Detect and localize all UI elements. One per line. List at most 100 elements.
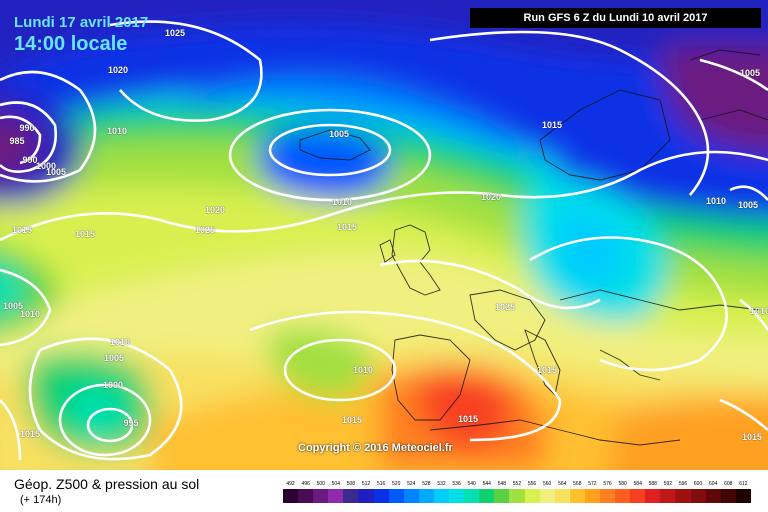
isobar-label: 1010 (352, 365, 374, 375)
scale-cell (298, 489, 314, 503)
scale-cell (569, 489, 585, 503)
isobar-label: 1020 (204, 205, 226, 215)
scale-label: 496 (301, 481, 310, 487)
isobar-label: 1015 (741, 432, 763, 442)
isobar-label: 1015 (11, 225, 33, 235)
scale-label: 572 (588, 481, 597, 487)
scale-cell (660, 489, 676, 503)
isobar-label: 1010 (109, 337, 131, 347)
scale-cell (433, 489, 450, 503)
copyright: Copyright © 2016 Meteociel.fr (298, 442, 453, 454)
scale-cell (464, 489, 480, 503)
run-info: Run GFS 6 Z du Lundi 10 avril 2017 (470, 8, 761, 28)
scale-cell (645, 489, 661, 503)
scale-label: 512 (361, 481, 371, 487)
scale-label: 504 (331, 481, 340, 487)
scale-cell (449, 489, 465, 503)
scale-cell (283, 489, 299, 503)
isobar-label: 1005 (739, 68, 761, 78)
scale-cell (403, 489, 419, 503)
scale-label: 584 (633, 481, 642, 487)
scale-label: 528 (422, 481, 431, 487)
isobar-label: 995 (123, 418, 139, 428)
isobar-label: 1010 (749, 306, 768, 316)
scale-cell (630, 489, 646, 503)
isobar-label: 1005 (2, 301, 24, 311)
isobar-label: 1000 (35, 161, 57, 171)
forecast-date: Lundi 17 avril 2017 (14, 14, 149, 31)
footer-panel: Géop. Z500 & pression au sol (+ 174h) 49… (0, 470, 768, 512)
scale-label: 492 (286, 481, 295, 487)
scale-label: 516 (376, 481, 386, 487)
isobar-label: 1025 (164, 28, 186, 38)
scale-label: 532 (437, 481, 446, 487)
scale-cell (509, 489, 525, 503)
scale-label: 564 (558, 481, 567, 487)
scale-label: 540 (467, 481, 476, 487)
isobar-label: 1015 (336, 222, 358, 232)
scale-cell (358, 489, 374, 503)
scale-cell (705, 489, 721, 503)
isobar-label: 1025 (194, 225, 216, 235)
scale-cell (418, 489, 434, 503)
isobar-label: 1005 (328, 129, 350, 139)
isobar-label: 1015 (341, 415, 363, 425)
chart-title: Géop. Z500 & pression au sol (14, 476, 200, 492)
isobar-label: 1010 (331, 197, 353, 207)
scale-label: 524 (407, 481, 416, 487)
isobar-label: 1015 (457, 414, 479, 424)
scale-label: 588 (648, 481, 657, 487)
isobar-label: 1010 (106, 126, 128, 136)
scale-cell (494, 489, 510, 503)
isobar-label: 985 (9, 136, 25, 146)
forecast-lead: (+ 174h) (20, 494, 62, 506)
isobar-label: 1005 (103, 353, 125, 363)
isobar-label: 1010 (705, 196, 727, 206)
scale-label: 520 (392, 481, 401, 487)
forecast-time: 14:00 locale (14, 33, 128, 55)
scale-label: 500 (316, 481, 325, 487)
scale-label: 608 (724, 481, 733, 487)
isobar-label: 1005 (45, 167, 67, 177)
isobar-label: 1015 (19, 429, 41, 439)
isobar-label: 990 (19, 123, 35, 133)
scale-label: 568 (573, 481, 582, 487)
color-scale: 492 496 500 504 508 512 516 520 524 528 532 536 540 5… (283, 480, 751, 503)
scale-cell (554, 489, 570, 503)
scale-label: 556 (527, 481, 537, 487)
isobar-label: 1015 (541, 120, 563, 130)
scale-label: 600 (693, 481, 703, 487)
scale-cell (615, 489, 631, 503)
scale-cell (524, 489, 540, 503)
isobar-label: 1010 (19, 309, 41, 319)
weather-map: Lundi 17 avril 2017 14:00 locale Run GFS… (0, 0, 768, 470)
isobar-label: 1000 (102, 380, 124, 390)
isobar-label: 1005 (737, 200, 759, 210)
color-scale-cells (283, 489, 751, 503)
scale-cell (720, 489, 736, 503)
isobar-label: 1020 (480, 192, 502, 202)
scale-label: 544 (482, 481, 491, 487)
scale-label: 508 (346, 481, 356, 487)
scale-cell (373, 489, 389, 503)
scale-cell (599, 489, 616, 503)
scale-label: 580 (618, 481, 627, 487)
color-scale-labels: 492 496 500 504 508 512 516 520 524 528 532 536 540 5… (283, 480, 751, 489)
isobar-label: 1020 (107, 65, 129, 75)
isobar-label: 1015 (536, 365, 558, 375)
scale-label: 536 (452, 481, 461, 487)
scale-cell (584, 489, 600, 503)
scale-label: 612 (739, 481, 748, 487)
isobar-label: 990 (22, 155, 38, 165)
scale-label: 596 (678, 481, 688, 487)
scale-cell (539, 489, 555, 503)
scale-cell (313, 489, 329, 503)
isobar-label: 1015 (74, 229, 96, 239)
scale-cell (479, 489, 495, 503)
scale-label: 548 (497, 481, 507, 487)
scale-label: 592 (663, 481, 673, 487)
isobar-label: 1025 (494, 302, 516, 312)
scale-cell (388, 489, 404, 503)
scale-label: 552 (512, 481, 522, 487)
geopotential-field (0, 0, 768, 470)
